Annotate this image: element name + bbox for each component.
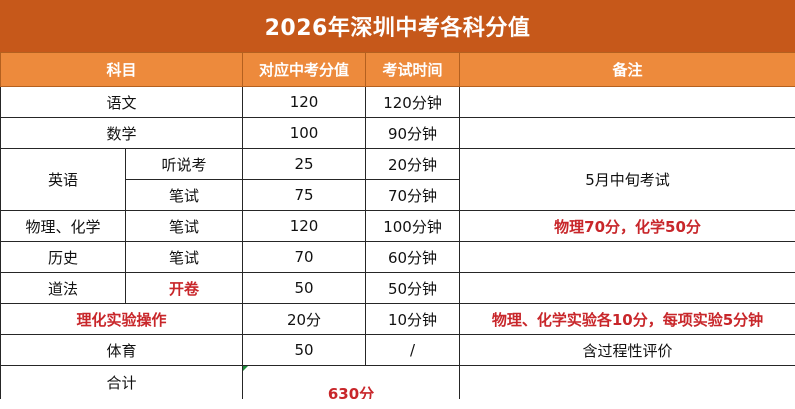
cell-subject[interactable]: 历史 — [0, 241, 126, 273]
table-row-english-written: 笔试 75 70分钟 — [1, 179, 795, 211]
cell-time[interactable]: 70分钟 — [365, 179, 461, 211]
table-row-history: 历史 笔试 70 60分钟 — [0, 241, 795, 273]
cell-part[interactable]: 开卷 — [124, 272, 244, 304]
cell-subject[interactable]: 语文 — [0, 86, 244, 118]
cell-score[interactable]: 75 — [242, 179, 367, 211]
cell-time[interactable]: 10分钟 — [365, 303, 461, 335]
total-score: 630分 — [327, 385, 375, 399]
cell-subject[interactable]: 物理、化学 — [0, 210, 126, 242]
table-row-math: 数学 100 90分钟 — [0, 117, 795, 149]
cell-remark[interactable] — [459, 117, 795, 149]
cell-time[interactable]: 20分钟 — [365, 148, 461, 180]
cell-subject[interactable]: 数学 — [0, 117, 244, 149]
cell-part[interactable]: 听说考 — [124, 148, 244, 180]
table-row-english-listening: 英语 听说考 25 20分钟 5月中旬考试 — [0, 148, 795, 211]
cell-total[interactable]: 630分 — [242, 365, 461, 399]
cell-part[interactable]: 笔试 — [124, 179, 244, 211]
cell-score[interactable]: 100 — [242, 117, 367, 149]
cell-subject[interactable]: 英语 — [0, 148, 126, 211]
cell-subject[interactable]: 合计 — [0, 365, 244, 399]
cell-subject[interactable]: 道法 — [0, 272, 126, 304]
cell-remark[interactable] — [459, 272, 795, 304]
cell-time[interactable]: 120分钟 — [365, 86, 461, 118]
table-row-lab: 理化实验操作 20分 10分钟 物理、化学实验各10分，每项实验5分钟 — [0, 303, 795, 335]
cell-time[interactable]: 50分钟 — [365, 272, 461, 304]
table-row-total: 合计 630分 — [0, 365, 795, 399]
cell-remark[interactable]: 物理、化学实验各10分，每项实验5分钟 — [459, 303, 795, 335]
table-row-physics-chemistry: 物理、化学 笔试 120 100分钟 物理70分，化学50分 — [0, 210, 795, 242]
cell-part[interactable]: 笔试 — [124, 210, 244, 242]
table-row-ethics: 道法 开卷 50 50分钟 — [0, 272, 795, 304]
cell-part[interactable]: 笔试 — [124, 241, 244, 273]
cell-score[interactable]: 120 — [242, 86, 367, 118]
cell-remark[interactable] — [459, 241, 795, 273]
cell-time[interactable]: 60分钟 — [365, 241, 461, 273]
cell-remark[interactable]: 物理70分，化学50分 — [459, 210, 795, 242]
cell-score[interactable]: 25 — [242, 148, 367, 180]
cell-time[interactable]: / — [365, 334, 461, 366]
cell-remark[interactable] — [459, 365, 795, 399]
table-row-pe: 体育 50 / 含过程性评价 — [0, 334, 795, 366]
cell-score[interactable]: 20分 — [242, 303, 367, 335]
score-table: 科目 对应中考分值 考试时间 备注 语文 120 120分钟 数学 100 90… — [0, 52, 795, 399]
cell-score[interactable]: 70 — [242, 241, 367, 273]
cell-remark[interactable] — [459, 86, 795, 118]
header-subject: 科目 — [0, 52, 244, 87]
header-row: 科目 对应中考分值 考试时间 备注 — [0, 52, 795, 87]
cell-subject[interactable]: 理化实验操作 — [0, 303, 244, 335]
cell-subject[interactable]: 体育 — [0, 334, 244, 366]
table-title: 2026年深圳中考各科分值 — [0, 0, 795, 53]
cell-time[interactable]: 100分钟 — [365, 210, 461, 242]
cell-score[interactable]: 50 — [242, 272, 367, 304]
cell-score[interactable]: 50 — [242, 334, 367, 366]
cell-marker-icon — [243, 366, 249, 371]
table-row-chinese: 语文 120 120分钟 — [0, 86, 795, 118]
header-remark: 备注 — [459, 52, 795, 87]
cell-remark[interactable]: 5月中旬考试 — [459, 148, 795, 211]
cell-time[interactable]: 90分钟 — [365, 117, 461, 149]
header-score: 对应中考分值 — [242, 52, 367, 87]
header-time: 考试时间 — [365, 52, 461, 87]
cell-score[interactable]: 120 — [242, 210, 367, 242]
cell-remark[interactable]: 含过程性评价 — [459, 334, 795, 366]
